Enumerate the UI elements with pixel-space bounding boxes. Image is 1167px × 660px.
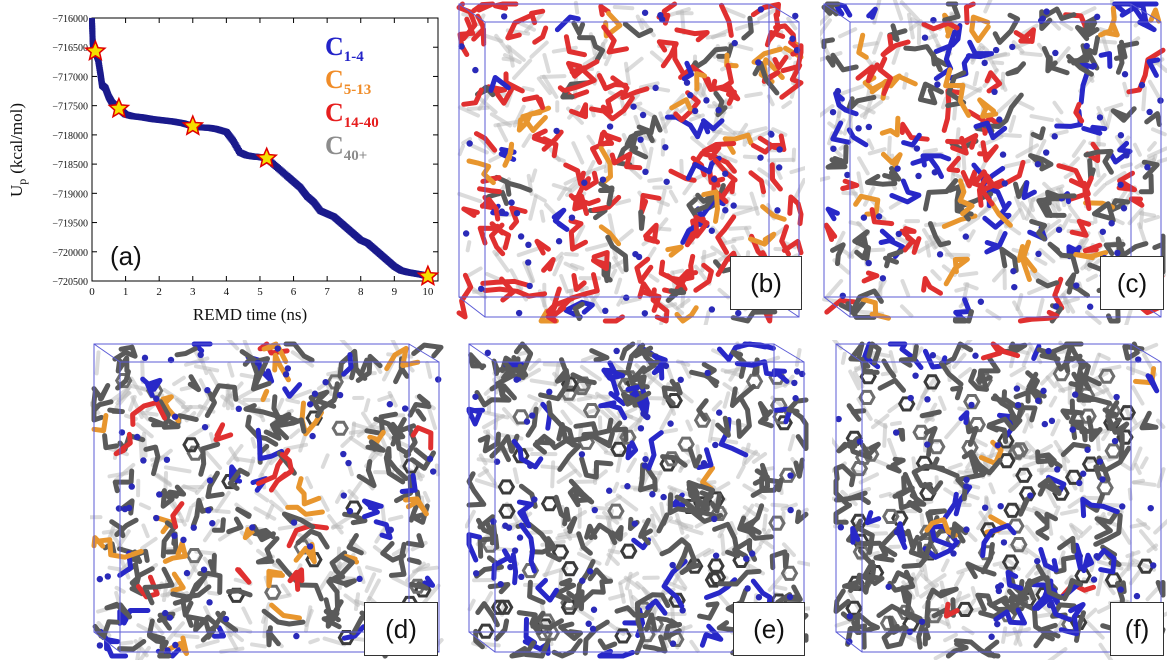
highlight-star bbox=[416, 264, 440, 286]
simulation-box bbox=[835, 343, 1162, 653]
x-tick-label: 0 bbox=[89, 286, 95, 298]
molecule-structure bbox=[456, 0, 805, 325]
panel-label-f: (f) bbox=[1110, 602, 1164, 656]
energy-chart: 0 1 2 3 4 5 6 7 8 9 10 −716000 −716500 −717000 −717500… bbox=[0, 0, 450, 335]
chart-plot-area bbox=[91, 17, 439, 282]
box-back bbox=[823, 3, 1132, 298]
x-tick-label: 1 bbox=[123, 286, 129, 298]
box-front bbox=[861, 361, 1162, 653]
y-tick-label: −719500 bbox=[52, 219, 88, 230]
box-front bbox=[849, 21, 1162, 318]
y-tick-label: −716500 bbox=[52, 43, 88, 54]
box-back bbox=[93, 343, 410, 633]
x-tick-label: 4 bbox=[224, 286, 230, 298]
y-tick-label: −717000 bbox=[52, 72, 88, 83]
y-tick-label: −718000 bbox=[52, 131, 88, 142]
chart-inset-label: (a) bbox=[110, 241, 142, 271]
energy-chart-svg: 0 1 2 3 4 5 6 7 8 9 10 −716000 −716500 −717000 −717500… bbox=[7, 14, 440, 324]
x-tick-label: 10 bbox=[422, 286, 434, 298]
molecule-structure bbox=[90, 340, 444, 660]
y-axis-label-unit: (kcal/mol) bbox=[7, 103, 26, 174]
molecule-panel-e: (e) bbox=[465, 340, 810, 660]
molecule-render-e bbox=[465, 340, 810, 659]
y-axis-label-main: U bbox=[7, 185, 26, 197]
box-back bbox=[458, 3, 770, 298]
y-tick-label: −719000 bbox=[52, 189, 88, 200]
panel-label-e: (e) bbox=[733, 602, 805, 656]
y-tick-label: −720500 bbox=[52, 277, 88, 288]
x-tick-label: 7 bbox=[324, 286, 330, 298]
x-tick-label: 9 bbox=[392, 286, 398, 298]
legend-entry: C1-4 bbox=[325, 32, 364, 65]
chart-ticks: 0 1 2 3 4 5 6 7 8 9 10 −716000 −716500 −717000 −717500… bbox=[52, 14, 438, 298]
y-tick-label: −717500 bbox=[52, 102, 88, 113]
box-front bbox=[484, 21, 800, 318]
highlight-star bbox=[83, 39, 107, 61]
y-tick-label: −718500 bbox=[52, 160, 88, 171]
box-back bbox=[835, 343, 1132, 633]
y-axis-label-sub: p bbox=[15, 179, 29, 185]
x-axis-label: REMD time (ns) bbox=[193, 305, 307, 324]
legend-entry: C40+ bbox=[325, 131, 367, 164]
legend-entry: C5-13 bbox=[325, 65, 371, 98]
box-front bbox=[494, 361, 805, 653]
highlight-star bbox=[181, 114, 205, 136]
molecule-render-b bbox=[456, 0, 805, 325]
panel-label-c: (c) bbox=[1100, 256, 1164, 310]
simulation-box bbox=[458, 3, 800, 318]
box-back bbox=[468, 343, 775, 633]
molecule-render-d bbox=[90, 340, 444, 660]
molecule-panel-b: (b) bbox=[455, 0, 805, 325]
simulation-box bbox=[823, 3, 1162, 318]
y-tick-label: −720000 bbox=[52, 248, 88, 259]
chart-stars bbox=[83, 39, 440, 286]
x-tick-label: 2 bbox=[156, 286, 162, 298]
x-tick-label: 8 bbox=[358, 286, 364, 298]
x-tick-label: 3 bbox=[190, 286, 196, 298]
y-axis-label: Up (kcal/mol) bbox=[7, 103, 29, 197]
x-tick-label: 6 bbox=[291, 286, 297, 298]
molecule-render-c bbox=[820, 0, 1167, 325]
molecule-panel-d: (d) bbox=[90, 340, 445, 660]
highlight-star bbox=[107, 96, 131, 119]
y-tick-label: −716000 bbox=[52, 14, 88, 25]
panel-label-d: (d) bbox=[364, 602, 438, 656]
molecule-structure bbox=[465, 340, 810, 659]
chart-series bbox=[89, 17, 431, 280]
x-tick-label: 5 bbox=[257, 286, 263, 298]
chart-frame bbox=[91, 17, 439, 282]
highlight-star bbox=[255, 146, 279, 168]
molecule-panel-f: (f) bbox=[832, 340, 1167, 660]
molecule-panel-c: (c) bbox=[820, 0, 1167, 325]
legend-entry: C14-40 bbox=[325, 98, 379, 131]
box-front bbox=[119, 361, 440, 653]
panel-label-b: (b) bbox=[730, 256, 802, 310]
